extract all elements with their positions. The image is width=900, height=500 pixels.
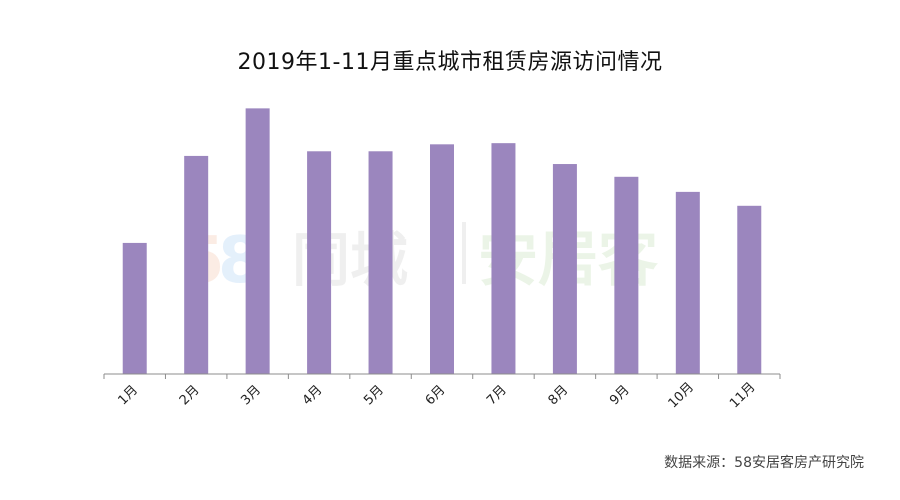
x-axis-ticks: [103, 374, 781, 379]
x-tick-label: 9月: [607, 383, 633, 409]
source-note: 数据来源：58安居客房产研究院: [664, 455, 864, 471]
bar-10月: [675, 191, 700, 374]
x-tick-label: 10月: [666, 380, 697, 411]
bar-6月: [430, 144, 454, 374]
x-tick-label: 11月: [727, 380, 758, 411]
x-tick-label: 1月: [115, 383, 141, 409]
x-tick-label: 3月: [238, 383, 264, 409]
bar-7月: [491, 143, 516, 374]
bar-11月: [737, 205, 762, 374]
x-tick-label: 6月: [423, 383, 449, 409]
bar-2月: [184, 155, 209, 374]
x-tick-label: 5月: [361, 383, 387, 409]
bar-9月: [614, 176, 639, 374]
x-axis-tick-labels: 1月 2月 3月 4月 5月 6月 7月 8月 9月 10月 11月: [115, 380, 758, 411]
bar-8月: [552, 164, 577, 374]
chart-title: 2019年1-11月重点城市租赁房源访问情况: [237, 50, 663, 75]
x-tick-label: 4月: [300, 383, 326, 409]
bars-group: [122, 108, 762, 375]
bar-3月: [245, 108, 270, 375]
x-tick-label: 2月: [177, 383, 203, 409]
x-tick-label: 7月: [484, 383, 510, 409]
bar-4月: [307, 151, 332, 374]
bar-1月: [122, 242, 147, 374]
x-tick-label: 8月: [546, 383, 572, 409]
bar-5月: [368, 151, 393, 374]
